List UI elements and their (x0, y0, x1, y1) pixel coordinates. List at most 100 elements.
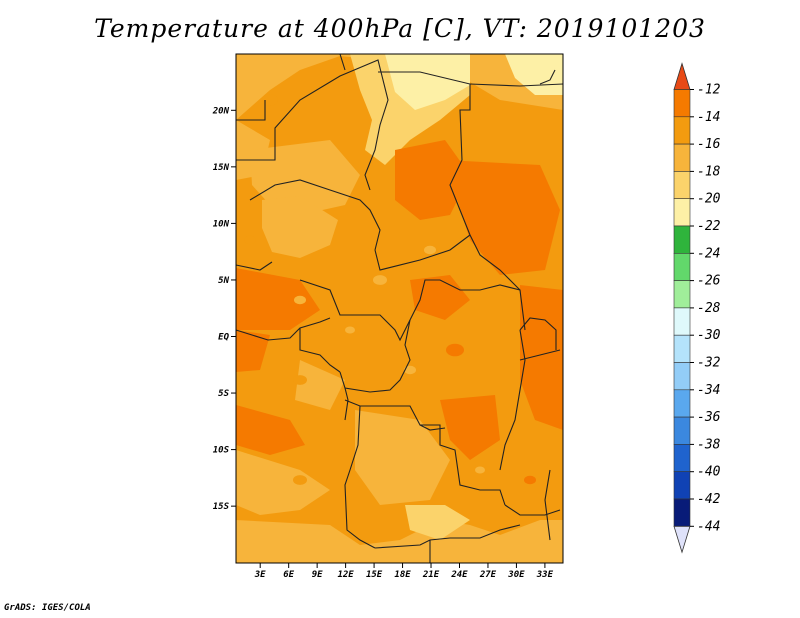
lon-tick-label: 15E (366, 570, 383, 580)
colorbar-swatch (673, 280, 691, 309)
lon-tick-label: 18E (394, 570, 411, 580)
colorbar-label: -30 (697, 328, 721, 343)
colorbar-swatch (673, 198, 691, 227)
border-line-15 (504, 504, 561, 516)
lon-tick-label: 24E (450, 570, 468, 580)
border-line-10 (344, 399, 506, 506)
colorbar-label: -44 (697, 519, 720, 534)
border-line-19 (519, 349, 561, 361)
border-line-13 (235, 317, 331, 341)
field-region-18 (236, 405, 305, 455)
field-region-14 (236, 330, 270, 372)
lon-tick-label: 33E (536, 570, 554, 580)
colorbar-label: -42 (697, 492, 721, 507)
border-line-12 (344, 387, 349, 421)
lat-tick-label: EQ (218, 333, 229, 343)
border-line-14 (299, 328, 341, 373)
colorbar-label: -22 (697, 219, 721, 234)
lat-tick-label: 15N (213, 163, 230, 173)
field-speckle-2 (446, 343, 464, 357)
field-region-6 (262, 196, 338, 258)
lon-tick-label: 27E (479, 570, 497, 580)
field-speckle-5 (404, 365, 416, 375)
field-region-5 (250, 140, 360, 215)
field-speckle-7 (244, 235, 256, 245)
colorbar-swatch (673, 362, 691, 391)
border-line-6 (249, 179, 381, 251)
field-region-11 (395, 140, 470, 220)
lon-tick-label: 21E (422, 570, 440, 580)
colorbar-label: -16 (697, 137, 721, 152)
border-line-20 (544, 469, 551, 541)
colorbar-swatch (673, 471, 691, 500)
colorbar-swatch (673, 225, 691, 254)
colorbar-swatch (673, 416, 691, 445)
border-line-0 (236, 59, 389, 191)
lat-tick-label: 5S (218, 389, 229, 399)
colorbar-label: -28 (697, 301, 721, 316)
border-line-1 (236, 100, 266, 121)
lat-tick-label: 15S (213, 502, 230, 512)
lon-tick-label: 30E (507, 570, 525, 580)
colorbar-top-arrow (673, 62, 691, 90)
colorbar-swatch (673, 498, 691, 527)
colorbar: -12 -14 -16 -18 -20 -22 -24 -26 -28 -30 -32 -34 -36 -… (673, 62, 721, 554)
colorbar-swatch (673, 171, 691, 199)
field-speckle-11 (424, 245, 436, 255)
colorbar-swatch (673, 307, 691, 336)
colorbar-label: -24 (697, 246, 720, 261)
colorbar-label: -12 (697, 83, 721, 98)
border-line-11 (344, 405, 376, 549)
border-line-21 (539, 69, 556, 85)
border-line-9 (339, 319, 411, 393)
field-speckle-10 (345, 326, 355, 334)
field-region-10 (355, 410, 450, 505)
field-speckle-3 (510, 223, 530, 237)
colorbar-swatch (673, 89, 691, 118)
colorbar-label: -20 (697, 192, 721, 207)
border-line-5 (235, 261, 273, 271)
chart-title: Temperature at 400hPa [C], VT: 201910120… (94, 14, 706, 43)
field-region-12 (445, 160, 560, 275)
border-line-22 (519, 317, 557, 350)
field-region-15 (295, 360, 345, 410)
field-speckle-8 (524, 475, 536, 485)
lat-tick-label: 5N (218, 276, 229, 286)
border-line-2 (339, 53, 346, 71)
colorbar-label: -26 (697, 274, 721, 289)
field-region-7 (236, 450, 330, 515)
field-speckle-6 (475, 466, 485, 474)
border-line-7 (299, 279, 521, 342)
field-speckle-9 (373, 275, 387, 285)
field-region-17 (440, 395, 500, 460)
grads-credit: GrADS: IGES/COLA (4, 603, 91, 613)
field-region-2 (385, 54, 470, 110)
lon-tick-label: 12E (337, 570, 354, 580)
colorbar-swatch (673, 389, 691, 418)
field-speckle-1 (294, 295, 306, 305)
colorbar-label: -38 (697, 437, 721, 452)
country-borders (235, 53, 564, 563)
field-speckle-0 (262, 94, 278, 106)
field-region-0 (236, 54, 563, 120)
field-region-16 (520, 285, 563, 430)
colorbar-swatch (673, 116, 691, 145)
lon-tick-label: 6E (283, 570, 294, 580)
field-region-19 (410, 275, 470, 320)
map-frame (235, 53, 564, 564)
field-region-8 (236, 520, 563, 563)
colorbar-bottom-arrow (673, 525, 691, 554)
border-line-4 (469, 83, 564, 87)
field-speckle-12 (293, 375, 307, 385)
colorbar-label: -32 (697, 356, 721, 371)
colorbar-label: -18 (697, 164, 721, 179)
colorbar-swatch (673, 444, 691, 472)
lat-tick-label: 20N (212, 106, 230, 116)
temperature-field (236, 54, 563, 563)
border-line-17 (374, 524, 521, 549)
border-line-8 (374, 234, 471, 271)
field-region-9 (405, 505, 470, 540)
field-region-13 (236, 268, 320, 330)
field-speckle-4 (293, 475, 307, 485)
colorbar-label: -14 (697, 110, 720, 125)
